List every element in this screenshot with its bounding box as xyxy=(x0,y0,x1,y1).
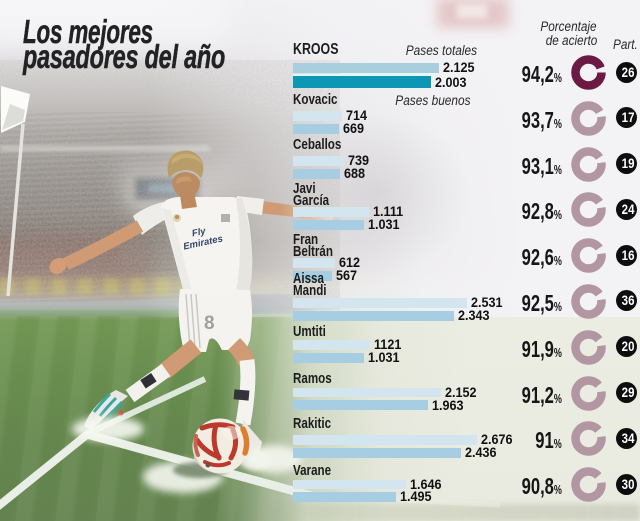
svg-text:8: 8 xyxy=(204,313,215,334)
svg-text:Fly: Fly xyxy=(191,226,207,240)
